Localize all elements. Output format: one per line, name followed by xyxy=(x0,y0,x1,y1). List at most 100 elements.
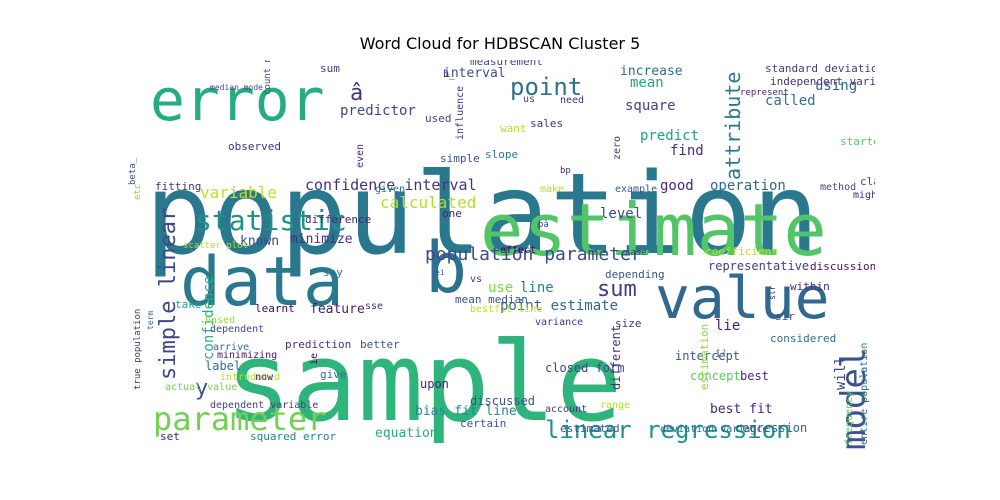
cloud-word: operation xyxy=(710,178,786,194)
cloud-word: might xyxy=(853,190,875,201)
cloud-word: simple linear xyxy=(156,208,181,380)
cloud-word: calculated xyxy=(380,193,476,212)
cloud-word: etc xyxy=(133,184,143,200)
cloud-word: sample xyxy=(225,318,622,446)
cloud-word: median mode xyxy=(210,83,263,92)
cloud-word: within xyxy=(790,280,830,293)
cloud-word: â xyxy=(350,81,363,106)
cloud-word: will xyxy=(833,356,849,390)
cloud-word: effect xyxy=(500,245,536,256)
cloud-word: discussion xyxy=(810,260,875,273)
cloud-word: using xyxy=(815,78,857,94)
cloud-word: bestfit line xyxy=(470,304,542,315)
cloud-word: parameter xyxy=(153,400,326,438)
cloud-word: find xyxy=(670,143,704,159)
cloud-word: line xyxy=(520,280,554,296)
cloud-word: confidence xyxy=(201,276,217,360)
cloud-word: sir xyxy=(775,310,795,323)
cloud-word: linear regression xyxy=(545,416,791,444)
cloud-word: feature xyxy=(310,302,365,317)
cloud-word: called xyxy=(765,93,816,109)
cloud-word: confidence interval xyxy=(305,176,477,194)
cloud-word: best fit xyxy=(710,402,773,417)
cloud-word: take xyxy=(175,298,202,311)
cloud-word: slope xyxy=(485,148,518,161)
cloud-word: arrive xyxy=(213,342,249,353)
cloud-word: y xyxy=(195,376,208,401)
cloud-word: example xyxy=(615,184,657,195)
cloud-word: size xyxy=(615,317,642,330)
cloud-word: different xyxy=(609,325,623,390)
cloud-word: dependent variable xyxy=(210,400,318,411)
cloud-word: certain xyxy=(460,417,506,430)
cloud-word: want xyxy=(500,122,527,135)
cloud-word: learnt xyxy=(255,302,295,315)
cloud-word: term xyxy=(146,311,155,330)
cloud-word: influence xyxy=(455,86,466,140)
cloud-word: point estimate xyxy=(500,298,618,314)
cloud-word: coefficient xyxy=(705,245,778,258)
cloud-word: based xyxy=(205,315,235,326)
cloud-word: estimated xyxy=(560,422,620,435)
cloud-word: î² xyxy=(715,348,727,360)
cloud-word: better xyxy=(360,338,400,351)
cloud-word: sum xyxy=(320,62,340,75)
cloud-word: now xyxy=(255,372,274,383)
cloud-word: lie xyxy=(715,318,740,334)
cloud-word: one xyxy=(442,207,462,220)
cloud-word: error xyxy=(150,66,325,134)
cloud-word: interval xyxy=(443,66,506,81)
cloud-word: even xyxy=(355,144,366,168)
cloud-word: method xyxy=(820,182,856,193)
cloud-word: concept xyxy=(690,369,741,383)
cloud-word: sales xyxy=(530,117,563,130)
cloud-word: intercept xyxy=(675,349,740,363)
cloud-word: dependent xyxy=(210,324,264,335)
cloud-word: independent variable xyxy=(770,75,875,88)
cloud-word: introduced xyxy=(220,372,280,383)
cloud-word: b xyxy=(425,227,467,309)
word-cloud: populationsampleestimatedataerrorvaluebp… xyxy=(128,60,875,450)
cloud-word: value xyxy=(655,264,830,332)
cloud-word: upon xyxy=(420,377,449,391)
cloud-word: statistic xyxy=(195,204,347,237)
cloud-word: closed form xyxy=(545,361,624,375)
cloud-word: true population xyxy=(133,309,143,390)
cloud-word: label xyxy=(205,359,241,373)
cloud-word: started xyxy=(840,135,875,148)
cloud-word: square xyxy=(625,98,676,114)
cloud-word: predictor xyxy=(340,103,416,119)
cloud-word: equation xyxy=(375,426,438,441)
cloud-word: representative xyxy=(708,259,809,273)
cloud-word: estimation xyxy=(698,324,711,390)
cloud-word: given xyxy=(375,184,405,195)
cloud-word: minimize xyxy=(290,232,353,247)
cloud-word: difference xyxy=(305,213,371,226)
cloud-word: zero xyxy=(612,136,623,160)
cloud-word: represent xyxy=(740,88,789,98)
cloud-word: give xyxy=(320,368,347,381)
cloud-word: bp xyxy=(560,166,571,176)
cloud-word: vs xyxy=(470,274,482,285)
chart-title: Word Cloud for HDBSCAN Cluster 5 xyxy=(359,34,641,53)
cloud-word: class xyxy=(860,175,875,188)
cloud-word: depending xyxy=(605,268,665,281)
cloud-word: predict xyxy=(640,128,699,144)
cloud-word: account xyxy=(545,404,587,415)
cloud-word: mean median xyxy=(455,293,528,306)
cloud-word: case xyxy=(625,248,647,258)
cloud-word: estimate xyxy=(480,188,827,272)
cloud-word: population parameter xyxy=(425,244,642,265)
cloud-word: good xyxy=(660,178,694,194)
cloud-word: say xyxy=(323,266,343,279)
cloud-word: standard deviation xyxy=(765,62,875,75)
cloud-word: range xyxy=(600,400,630,411)
cloud-word: beta_ xyxy=(128,157,138,185)
cloud-word: deviation variance xyxy=(660,424,768,435)
cloud-word: prediction xyxy=(285,338,351,351)
cloud-word: population xyxy=(145,150,819,280)
cloud-word: model xyxy=(834,348,874,450)
cloud-word: bâ xyxy=(538,220,549,230)
cloud-word: variance xyxy=(535,317,583,328)
cloud-word: considered xyxy=(770,332,836,345)
